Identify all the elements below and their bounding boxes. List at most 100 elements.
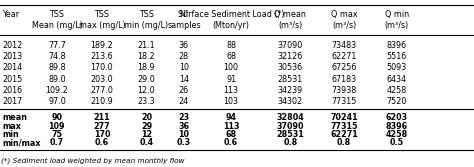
Text: Q min: Q min — [385, 10, 409, 19]
Text: (*) Sediment load weighted by mean monthly flow: (*) Sediment load weighted by mean month… — [1, 157, 185, 164]
Text: 21.1: 21.1 — [137, 41, 155, 50]
Text: 28531: 28531 — [278, 74, 303, 84]
Text: 2017: 2017 — [2, 97, 23, 106]
Text: 28: 28 — [179, 52, 189, 61]
Text: 2014: 2014 — [2, 63, 22, 72]
Text: 0.3: 0.3 — [177, 138, 191, 147]
Text: 34302: 34302 — [278, 97, 303, 106]
Text: 73938: 73938 — [331, 86, 357, 95]
Text: 12: 12 — [141, 130, 152, 139]
Text: 32804: 32804 — [276, 113, 304, 122]
Text: 5093: 5093 — [387, 63, 407, 72]
Text: 113: 113 — [223, 122, 239, 131]
Text: 103: 103 — [224, 97, 238, 106]
Text: 73483: 73483 — [331, 41, 357, 50]
Text: 77315: 77315 — [331, 97, 357, 106]
Text: 67256: 67256 — [331, 63, 357, 72]
Text: 8396: 8396 — [387, 41, 407, 50]
Text: 75: 75 — [51, 130, 63, 139]
Text: Q mean: Q mean — [274, 10, 306, 19]
Text: 4258: 4258 — [387, 86, 407, 95]
Text: 211: 211 — [93, 113, 110, 122]
Text: 0.7: 0.7 — [50, 138, 64, 147]
Text: 109: 109 — [49, 122, 65, 131]
Text: min (mg/L): min (mg/L) — [124, 21, 169, 30]
Text: (m³/s): (m³/s) — [384, 21, 409, 30]
Text: 2016: 2016 — [2, 86, 22, 95]
Text: min: min — [2, 130, 19, 139]
Text: (m³/s): (m³/s) — [332, 21, 356, 30]
Text: 0.5: 0.5 — [390, 138, 404, 147]
Text: Q max: Q max — [331, 10, 357, 19]
Text: 4258: 4258 — [386, 130, 408, 139]
Text: 2015: 2015 — [2, 74, 23, 84]
Text: TSS: TSS — [139, 10, 154, 19]
Text: 62271: 62271 — [330, 130, 358, 139]
Text: 14: 14 — [179, 74, 189, 84]
Text: (m³/s): (m³/s) — [278, 21, 302, 30]
Text: 37090: 37090 — [278, 41, 303, 50]
Text: 68: 68 — [226, 52, 236, 61]
Text: 24: 24 — [179, 97, 189, 106]
Text: 203.0: 203.0 — [91, 74, 113, 84]
Text: 29.0: 29.0 — [137, 74, 155, 84]
Text: 36: 36 — [179, 41, 189, 50]
Text: 12.0: 12.0 — [137, 86, 155, 95]
Text: 23.3: 23.3 — [137, 97, 155, 106]
Text: 18.2: 18.2 — [137, 52, 155, 61]
Text: 20: 20 — [141, 113, 152, 122]
Text: 6203: 6203 — [386, 113, 408, 122]
Text: 97.0: 97.0 — [48, 97, 66, 106]
Text: max (mg/L): max (mg/L) — [79, 21, 125, 30]
Text: Surface Sediment Load (*): Surface Sediment Load (*) — [178, 10, 284, 19]
Text: 90: 90 — [51, 113, 63, 122]
Text: 30536: 30536 — [278, 63, 303, 72]
Text: 77.7: 77.7 — [48, 41, 66, 50]
Text: TSS: TSS — [94, 10, 109, 19]
Text: 77315: 77315 — [330, 122, 358, 131]
Text: Mean (mg/L): Mean (mg/L) — [31, 21, 82, 30]
Text: 32126: 32126 — [278, 52, 303, 61]
Text: 0.4: 0.4 — [139, 138, 154, 147]
Text: 0.6: 0.6 — [95, 138, 109, 147]
Text: 277.0: 277.0 — [91, 86, 113, 95]
Text: 89.8: 89.8 — [48, 63, 66, 72]
Text: min/max: min/max — [2, 138, 41, 147]
Text: 67183: 67183 — [331, 74, 357, 84]
Text: 89.0: 89.0 — [48, 74, 66, 84]
Text: mean: mean — [2, 113, 27, 122]
Text: 213.6: 213.6 — [91, 52, 113, 61]
Text: 5516: 5516 — [387, 52, 407, 61]
Text: 8396: 8396 — [386, 122, 408, 131]
Text: (Mton/yr): (Mton/yr) — [212, 21, 250, 30]
Text: 277: 277 — [93, 122, 110, 131]
Text: 91: 91 — [226, 74, 236, 84]
Text: N°: N° — [179, 10, 189, 19]
Text: 113: 113 — [224, 86, 238, 95]
Text: 109.2: 109.2 — [46, 86, 68, 95]
Text: 70241: 70241 — [330, 113, 358, 122]
Text: samples: samples — [167, 21, 201, 30]
Text: 68: 68 — [226, 130, 237, 139]
Text: 88: 88 — [226, 41, 236, 50]
Text: 0.8: 0.8 — [337, 138, 351, 147]
Text: 23: 23 — [178, 113, 190, 122]
Text: 10: 10 — [178, 130, 190, 139]
Text: 0.6: 0.6 — [224, 138, 238, 147]
Text: 6434: 6434 — [387, 74, 407, 84]
Text: 29: 29 — [141, 122, 152, 131]
Text: 210.9: 210.9 — [91, 97, 113, 106]
Text: 2013: 2013 — [2, 52, 22, 61]
Text: 62271: 62271 — [331, 52, 357, 61]
Text: 74.8: 74.8 — [48, 52, 66, 61]
Text: Year: Year — [2, 10, 19, 19]
Text: max: max — [2, 122, 21, 131]
Text: 170: 170 — [94, 130, 110, 139]
Text: 28531: 28531 — [276, 130, 304, 139]
Text: 36: 36 — [178, 122, 190, 131]
Text: TSS: TSS — [49, 10, 64, 19]
Text: 170.0: 170.0 — [91, 63, 113, 72]
Text: 34239: 34239 — [278, 86, 303, 95]
Text: 7520: 7520 — [387, 97, 407, 106]
Text: 37090: 37090 — [276, 122, 304, 131]
